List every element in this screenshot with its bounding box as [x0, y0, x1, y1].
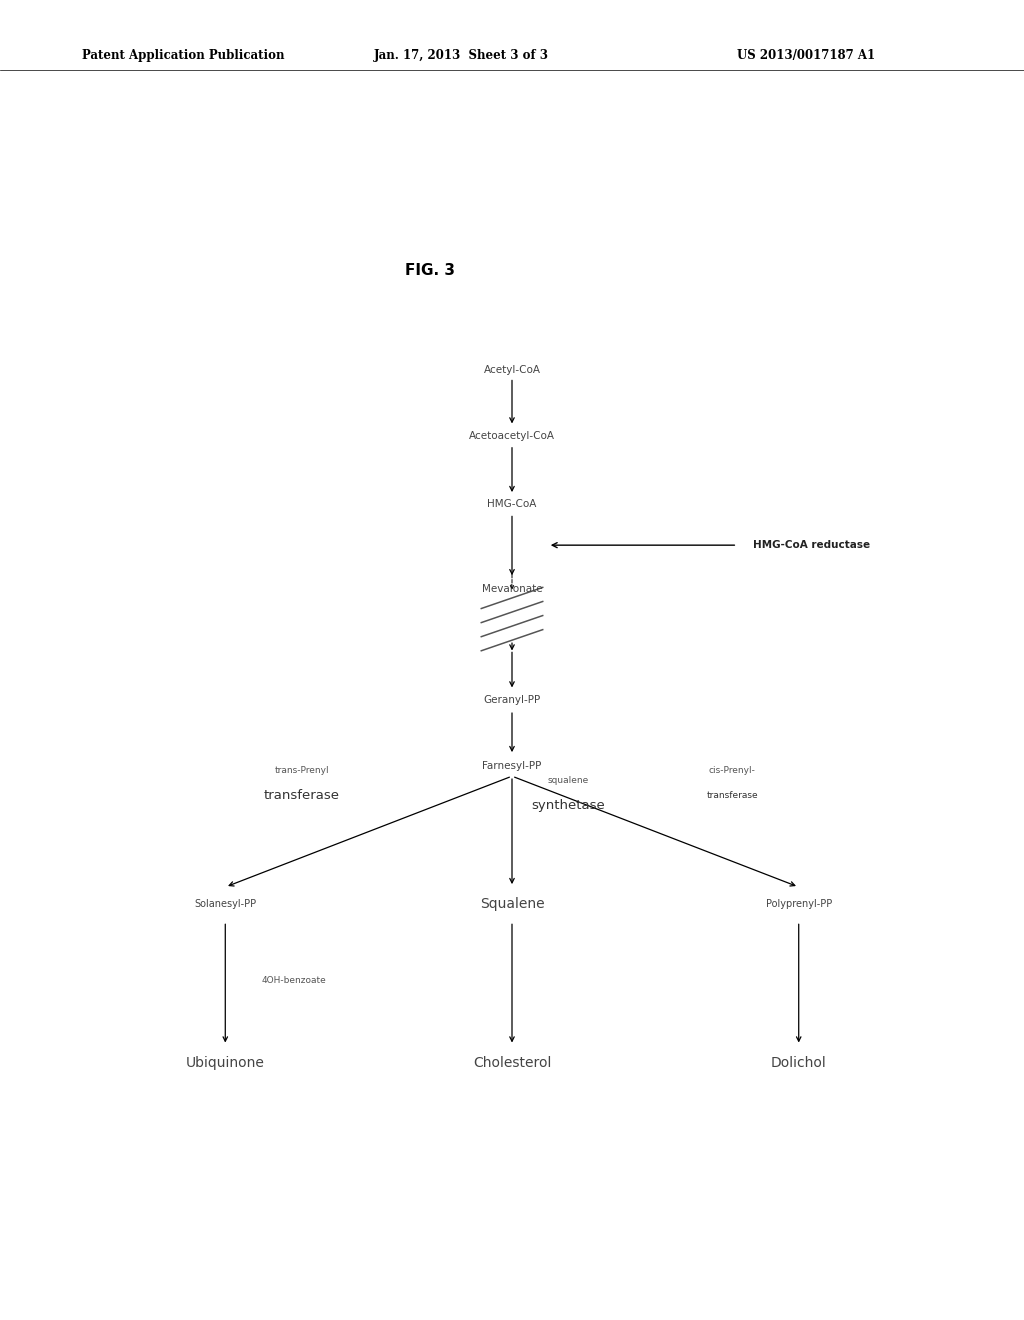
Text: cis-Prenyl-: cis-Prenyl-	[709, 767, 756, 775]
Text: Patent Application Publication: Patent Application Publication	[82, 49, 285, 62]
Text: synthetase: synthetase	[531, 799, 605, 812]
Text: Dolichol: Dolichol	[771, 1056, 826, 1069]
Text: transferase: transferase	[707, 792, 758, 800]
Text: Acetyl-CoA: Acetyl-CoA	[483, 364, 541, 375]
Text: transferase: transferase	[264, 789, 340, 803]
Text: squalene: squalene	[548, 776, 589, 784]
Text: Geranyl-PP: Geranyl-PP	[483, 694, 541, 705]
Text: Cholesterol: Cholesterol	[473, 1056, 551, 1069]
Text: HMG-CoA: HMG-CoA	[487, 499, 537, 510]
Text: 4OH-benzoate: 4OH-benzoate	[261, 977, 326, 985]
Text: Farnesyl-PP: Farnesyl-PP	[482, 760, 542, 771]
Text: HMG-CoA reductase: HMG-CoA reductase	[753, 540, 869, 550]
Text: US 2013/0017187 A1: US 2013/0017187 A1	[737, 49, 876, 62]
Text: Squalene: Squalene	[479, 898, 545, 911]
Text: Mevalonate: Mevalonate	[481, 583, 543, 594]
Text: trans-Prenyl: trans-Prenyl	[274, 767, 330, 775]
Text: Polyprenyl-PP: Polyprenyl-PP	[766, 899, 831, 909]
Text: Jan. 17, 2013  Sheet 3 of 3: Jan. 17, 2013 Sheet 3 of 3	[374, 49, 549, 62]
Text: Solanesyl-PP: Solanesyl-PP	[195, 899, 256, 909]
Text: Acetoacetyl-CoA: Acetoacetyl-CoA	[469, 430, 555, 441]
Text: Ubiquinone: Ubiquinone	[185, 1056, 265, 1069]
Text: FIG. 3: FIG. 3	[406, 263, 455, 279]
